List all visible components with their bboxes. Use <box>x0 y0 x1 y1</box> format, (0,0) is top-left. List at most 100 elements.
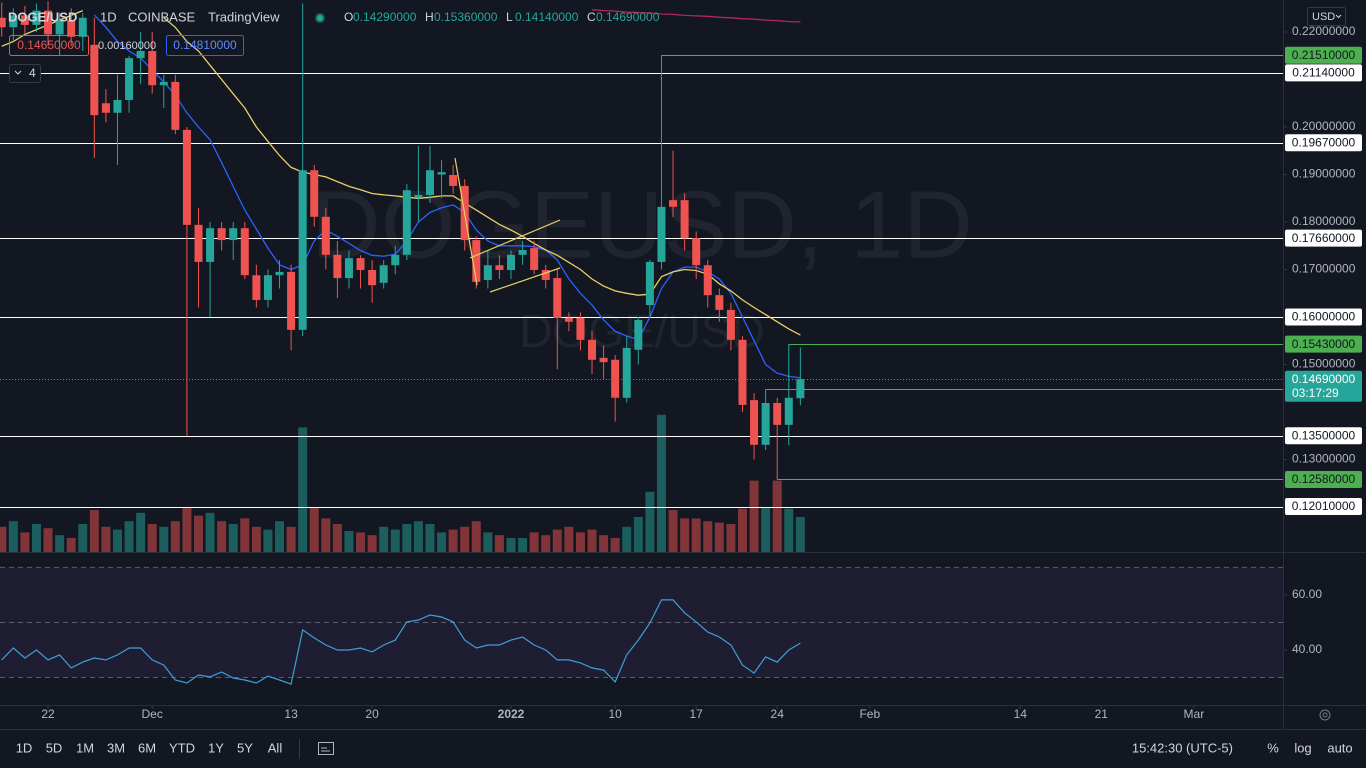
volume-bar <box>356 532 366 552</box>
y-tick-label: 0.19000000 <box>1292 167 1356 181</box>
candle-body <box>101 103 110 113</box>
candle-body <box>773 402 782 425</box>
candle-body <box>368 269 377 286</box>
candle-body <box>391 254 400 266</box>
volume-bar <box>587 529 597 552</box>
chevron <box>14 70 22 75</box>
range-button[interactable]: 1D <box>16 740 33 755</box>
interval[interactable]: 1D <box>100 9 117 24</box>
range-button[interactable]: 3M <box>107 740 125 755</box>
candle-body <box>518 250 527 255</box>
candle-body <box>715 295 724 310</box>
price-level-label: 0.21140000 <box>1292 66 1355 80</box>
volume-bar <box>0 526 7 552</box>
candle-body <box>136 51 145 59</box>
candle-body <box>472 240 481 282</box>
trend-line <box>469 219 561 259</box>
symbol[interactable]: DOGE/USD <box>8 9 77 24</box>
price-level-label: 0.12580000 <box>1292 472 1356 486</box>
volume-bar <box>564 526 574 552</box>
volume-bar <box>599 535 609 552</box>
range-button[interactable]: 5Y <box>237 740 253 755</box>
volume-bar <box>737 508 747 552</box>
ohlc-value: 0.15360000 <box>434 10 498 24</box>
range-button[interactable]: 1Y <box>208 740 224 755</box>
candle-body <box>287 271 296 330</box>
volume-bar <box>217 521 227 552</box>
price-level-label: 0.13500000 <box>1292 428 1356 442</box>
y-tick-label: 0.13000000 <box>1292 452 1356 466</box>
volume-bar <box>8 521 18 552</box>
price-level-label: 0.21510000 <box>1292 48 1356 62</box>
clock[interactable]: 15:42:30 (UTC-5) <box>1132 740 1233 755</box>
rsi-line <box>1 599 801 685</box>
price-level-label: 0.12010000 <box>1292 499 1356 513</box>
volume-bar <box>101 526 111 552</box>
candle-body <box>541 269 550 280</box>
volume-bar <box>622 526 632 552</box>
candle-body <box>634 319 643 350</box>
volume-bar <box>124 521 134 552</box>
y-tick-label: 0.17000000 <box>1292 262 1356 276</box>
axes: 0.22000000 0.20000000 0.19000000 0.18000000… <box>41 24 1362 721</box>
candle-body <box>252 275 261 300</box>
volume-bar <box>448 529 458 552</box>
volume-bar <box>136 512 146 552</box>
scale-option[interactable]: % <box>1267 740 1279 755</box>
volume-bar <box>31 524 41 552</box>
candle-body <box>356 258 365 270</box>
candle-body <box>622 347 631 398</box>
bid-box[interactable] <box>9 35 89 56</box>
compare-icon[interactable] <box>318 742 334 755</box>
scale-option[interactable]: auto <box>1327 740 1352 755</box>
ohlc-value: 0.14690000 <box>596 10 660 24</box>
indicator-toggle[interactable] <box>9 64 41 83</box>
status-dot <box>317 15 323 21</box>
volume-bar <box>205 512 215 552</box>
candle-body <box>148 51 157 86</box>
candle-body <box>263 275 272 300</box>
range-button[interactable]: All <box>268 740 283 755</box>
candle-body <box>159 81 168 86</box>
icon-lines <box>321 747 330 752</box>
range-button[interactable]: YTD <box>169 740 195 755</box>
volume-bar <box>379 526 389 552</box>
volume-bar <box>668 510 678 552</box>
spread: 0.00160000 <box>98 40 156 52</box>
price-level-tag <box>1285 64 1362 82</box>
volume-bar <box>749 480 759 552</box>
candle-body <box>530 248 539 270</box>
settings-icon[interactable] <box>1319 709 1331 721</box>
candle-body <box>125 58 134 100</box>
volume-bar <box>413 521 423 552</box>
candle-body <box>0 17 6 28</box>
candle-body <box>784 397 793 425</box>
range-button[interactable]: 1M <box>76 740 94 755</box>
volume-bar <box>656 414 666 552</box>
candle-body <box>67 20 76 37</box>
price-level-tag <box>1285 498 1362 516</box>
ohlc: O 0.14290000 H 0.15360000 L 0.14140000 C 0.1469… <box>344 10 660 24</box>
gear <box>1319 709 1331 721</box>
range-button[interactable]: 6M <box>138 740 156 755</box>
volume-bar <box>286 526 296 552</box>
price-level-tag <box>1285 427 1362 445</box>
ask-box[interactable] <box>166 35 244 56</box>
currency-select[interactable] <box>1307 7 1346 26</box>
range-button[interactable]: 5D <box>46 740 63 755</box>
rsi-y-tick-label: 60.00 <box>1292 587 1322 601</box>
header: DOGE/USD 1D COINBASE TradingView O 0.1429… <box>8 7 1346 83</box>
volume-bar <box>367 535 377 552</box>
ohlc-key: O <box>344 10 353 24</box>
currency: USD <box>1312 11 1335 23</box>
volume-bar <box>483 532 493 552</box>
candle-body <box>553 278 562 318</box>
candle-body <box>310 170 319 217</box>
x-tick-label: 17 <box>690 707 704 721</box>
volume-bar <box>494 535 504 552</box>
candle-body <box>9 15 18 28</box>
volume-bar <box>645 491 655 552</box>
scale-option[interactable]: log <box>1294 740 1311 755</box>
